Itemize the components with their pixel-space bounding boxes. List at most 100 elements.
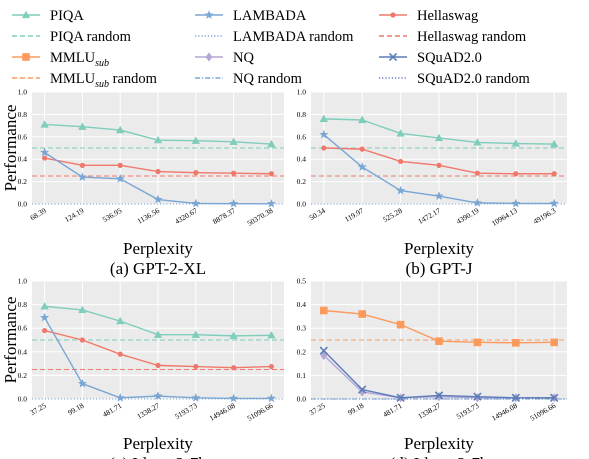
x-tick-label: 481.71 <box>101 401 124 419</box>
data-point-lambada <box>77 172 87 181</box>
chart-panel-3: 0.0 0.2 0.4 0.6 0.8 1.0 37.25 99.18 481.71 1338.2… <box>1 277 284 459</box>
x-tick-label: 51096.66 <box>528 401 557 423</box>
legend-star-marker <box>204 10 214 19</box>
data-point-hellaswag <box>231 170 237 176</box>
data-point-hellaswag <box>42 155 48 161</box>
data-point-mmlu <box>358 310 366 318</box>
legend-item-squad-random: SQuAD2.0 random <box>379 71 530 87</box>
data-point-hellaswag <box>398 158 404 165</box>
legend-triangle-marker <box>21 10 31 19</box>
x-tick-label: 1338.27 <box>416 401 442 421</box>
x-tick-label: 119.97 <box>343 206 365 224</box>
x-tick-label: 51096.66 <box>246 401 275 423</box>
data-point-lambada <box>77 378 87 388</box>
legend-label-text: SQuAD2.0 <box>417 50 482 66</box>
x-tick-label: 99.18 <box>346 401 365 417</box>
data-point-hellaswag <box>193 170 199 176</box>
y-tick-label: 0.2 <box>297 177 307 186</box>
y-tick-label: 0.8 <box>18 300 28 309</box>
data-point-piqa <box>229 331 238 340</box>
legend-label-text: NQ random <box>233 71 303 87</box>
x-axis-label: Perplexity <box>404 434 474 453</box>
data-point-lambada <box>396 185 406 195</box>
data-point-hellaswag <box>551 171 557 177</box>
x-tick-label: 50370.38 <box>246 206 275 228</box>
data-point-hellaswag <box>268 363 274 370</box>
x-tick-label: 481.71 <box>381 401 404 419</box>
data-point-mmlu <box>396 320 405 329</box>
data-point-squad2-0 <box>473 392 482 401</box>
series-hellaswag <box>321 145 557 177</box>
y-tick-label: 0.1 <box>297 371 307 380</box>
data-point-piqa <box>267 331 276 339</box>
legend-label-text: LAMBADA <box>233 8 307 24</box>
y-axis-label: Performance <box>1 105 20 192</box>
data-point-mmlu <box>320 306 328 315</box>
x-tick-label: 1338.27 <box>135 401 161 421</box>
legend-item-nq-random: NQ random <box>195 71 303 87</box>
legend-label-text: Hellaswag random <box>417 29 527 45</box>
data-point-lambada <box>40 312 50 322</box>
data-point-lambada <box>266 393 276 403</box>
data-point-piqa <box>153 135 163 144</box>
data-point-squad2-0 <box>511 393 520 402</box>
legend-label-text: LAMBADA random <box>233 29 354 45</box>
x-tick-label: 50.34 <box>308 206 327 222</box>
x-tick-label: 14946.08 <box>208 401 237 423</box>
y-tick-label: 0.6 <box>297 132 307 141</box>
x-tick-label: 5193.73 <box>173 401 199 421</box>
y-tick-label: 1.0 <box>18 277 28 286</box>
data-point-piqa <box>358 115 367 124</box>
legend-item-mmlu-random: MMLUsub random <box>12 71 158 90</box>
legend-square-marker <box>22 53 30 61</box>
data-point-mmlu <box>435 337 443 345</box>
legend-circle-marker <box>390 12 396 18</box>
series-lambada <box>40 147 276 208</box>
legend-label-text: PIQA random <box>50 29 132 45</box>
legend-label-text: NQ <box>233 50 254 66</box>
data-point-lambada <box>434 191 444 201</box>
data-point-hellaswag <box>79 162 85 168</box>
legend-label-text: MMLU <box>50 71 96 87</box>
data-point-hellaswag <box>359 146 365 152</box>
data-point-piqa <box>396 129 405 137</box>
data-point-mmlu <box>473 338 482 347</box>
legend-item-hellaswag: Hellaswag <box>379 8 478 24</box>
legend-label-text: SQuAD2.0 random <box>417 71 530 87</box>
y-tick-label: 0.4 <box>297 155 307 164</box>
data-point-piqa <box>191 136 200 144</box>
y-tick-label: 0.0 <box>297 200 307 209</box>
y-tick-label: 0.3 <box>297 324 307 333</box>
y-tick-label: 0.2 <box>18 371 28 380</box>
legend-label: Hellaswag <box>417 8 478 24</box>
data-point-lambada <box>229 198 239 208</box>
y-tick-label: 0.4 <box>297 300 307 309</box>
data-point-piqa <box>473 138 482 146</box>
x-tick-label: 14946.08 <box>490 401 519 423</box>
legend-label: Hellaswag random <box>417 29 527 45</box>
legend-label: SQuAD2.0 <box>417 50 482 66</box>
data-point-nq <box>435 392 443 402</box>
legend-label: LAMBADA random <box>233 29 354 45</box>
series-lambada <box>40 312 276 403</box>
x-tick-label: 37.25 <box>28 401 47 417</box>
subplot-title: (b) GPT-J <box>406 259 473 278</box>
x-tick-label: 536.95 <box>101 206 124 224</box>
data-point-squad2-0 <box>434 391 444 400</box>
y-tick-label: 0.5 <box>297 277 307 286</box>
data-point-hellaswag <box>117 351 123 357</box>
x-tick-label: 1472.17 <box>416 206 442 226</box>
legend-label-subscript: sub <box>95 79 109 90</box>
x-tick-label: 525.28 <box>381 206 404 224</box>
data-point-lambada <box>549 198 559 208</box>
data-point-squad2-0 <box>319 346 328 355</box>
legend-label: SQuAD2.0 random <box>417 71 530 87</box>
legend-label: MMLUsub random <box>50 71 158 90</box>
x-tick-label: 37.25 <box>308 401 327 417</box>
data-point-hellaswag <box>268 171 274 177</box>
legend-label: LAMBADA <box>233 8 307 24</box>
x-tick-label: 68.39 <box>28 206 47 222</box>
data-point-lambada <box>472 198 482 207</box>
